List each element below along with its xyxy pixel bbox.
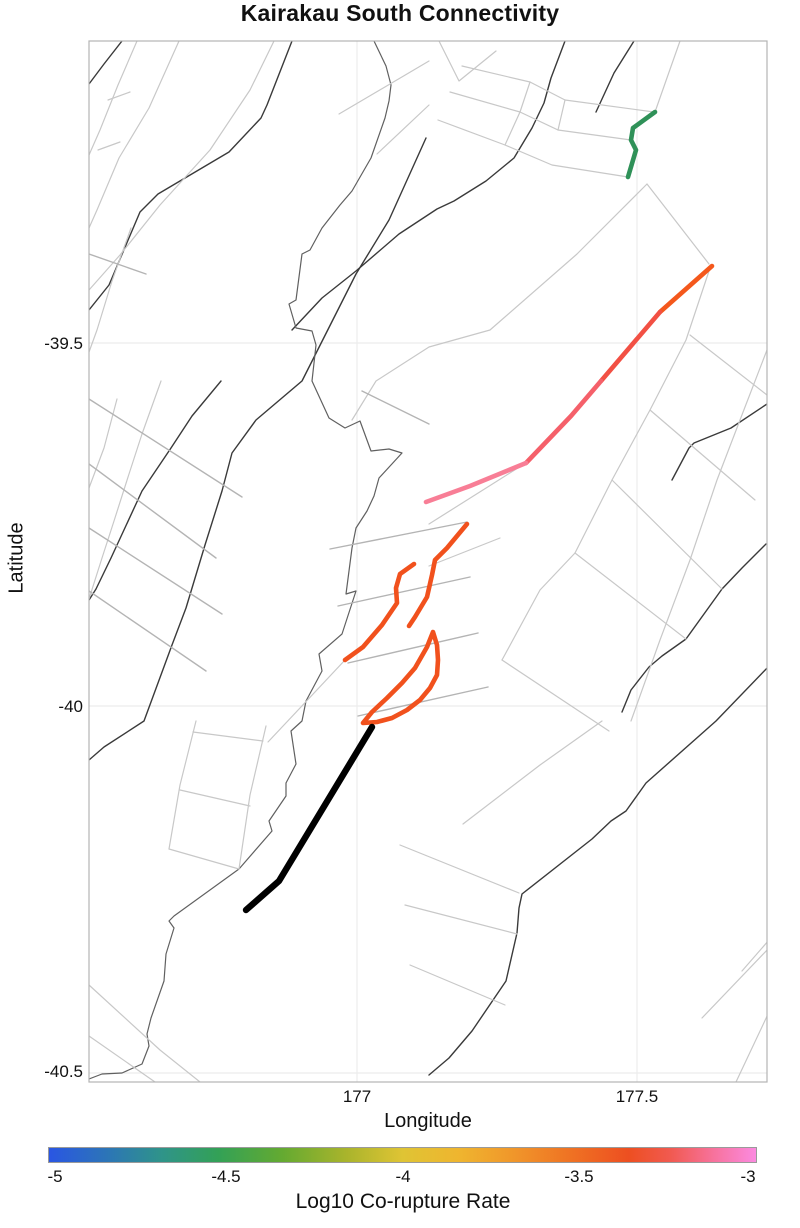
colorbar-tick-minus3: -3 [740,1167,756,1186]
x-tick-177-5: 177.5 [615,1087,659,1106]
colorbar-label: Log10 Co-rupture Rate [295,1190,511,1213]
colorbar-gradient [48,1147,757,1163]
colorbar-tick-minus4-5: -4.5 [211,1167,241,1186]
x-tick-177: 177 [342,1087,372,1106]
x-axis-label: Longitude [384,1110,472,1132]
colorbar-tick-minus4: -4 [395,1167,411,1186]
colorbar-tick-minus3-5: -3.5 [564,1167,594,1186]
y-tick-minus39-5: -39.5 [44,334,83,353]
y-tick-minus40: -40 [58,697,83,716]
colorbar-tick-minus5: -5 [47,1167,63,1186]
figure-title: Kairakau South Connectivity [240,0,560,26]
y-tick-minus40-5: -40.5 [44,1062,83,1081]
y-axis-label: Latitude [5,522,28,594]
